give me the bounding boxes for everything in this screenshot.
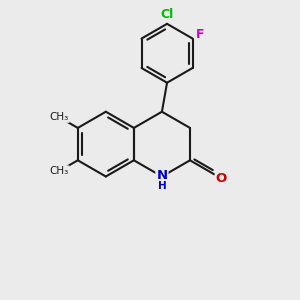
Text: H: H	[158, 181, 166, 191]
Text: F: F	[196, 28, 204, 40]
Text: Cl: Cl	[160, 8, 174, 21]
Text: CH₃: CH₃	[50, 112, 69, 122]
Text: N: N	[156, 169, 167, 182]
Text: CH₃: CH₃	[50, 166, 69, 176]
Text: O: O	[216, 172, 227, 185]
